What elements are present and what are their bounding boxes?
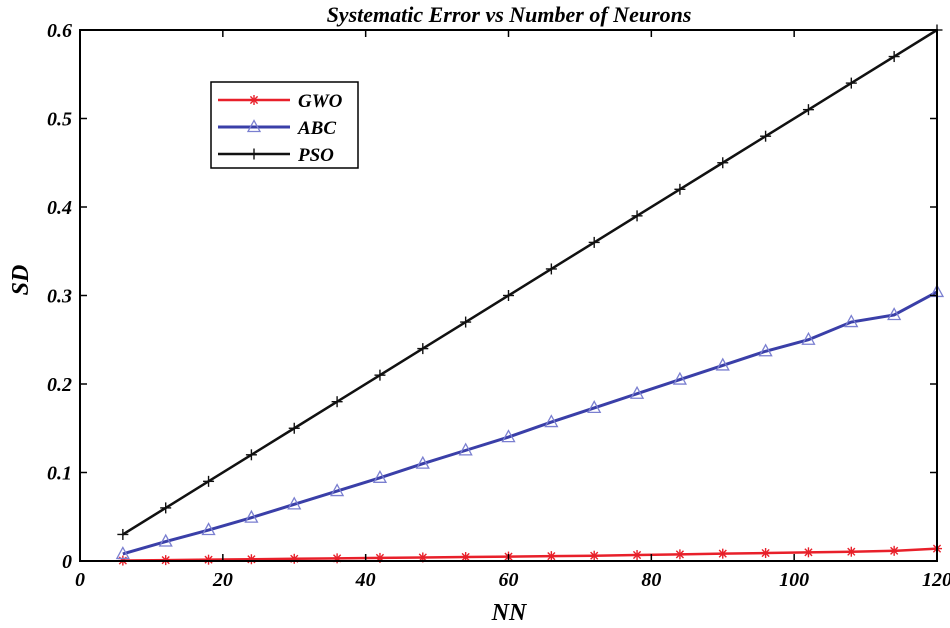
data-point-gwo — [589, 550, 600, 561]
data-point-abc — [330, 483, 345, 497]
y-tick-label: 0.5 — [47, 109, 72, 131]
x-tick-label: 100 — [779, 569, 809, 591]
data-point-pso — [631, 210, 643, 222]
data-point-gwo — [889, 545, 900, 556]
data-point-abc — [629, 385, 645, 399]
y-axis-title: SD — [8, 265, 34, 296]
data-point-pso — [760, 130, 772, 142]
y-tick-label: 0.4 — [47, 197, 72, 219]
data-point-pso — [374, 369, 386, 381]
y-tick-label: 0.2 — [47, 374, 72, 396]
data-point-gwo — [203, 554, 214, 565]
series-line-gwo — [122, 547, 938, 562]
data-point-pso — [203, 475, 215, 487]
x-axis-title: NN — [491, 600, 528, 626]
chart-title: Systematic Error vs Number of Neurons — [327, 2, 692, 27]
legend-marker-gwo — [249, 95, 259, 105]
x-tick-label: 120 — [922, 569, 950, 591]
data-point-pso — [460, 316, 472, 328]
data-point-gwo — [246, 554, 257, 565]
data-point-pso — [117, 528, 129, 540]
data-point-abc — [801, 331, 816, 345]
series-gwo — [117, 543, 942, 566]
data-point-gwo — [632, 549, 643, 560]
data-point-gwo — [289, 553, 300, 564]
data-point-abc — [587, 400, 602, 414]
series-abc — [115, 284, 945, 560]
x-tick-label: 20 — [212, 569, 233, 591]
x-tick-label: 40 — [355, 569, 376, 591]
legend-label-abc: ABC — [297, 118, 336, 139]
data-point-gwo — [717, 548, 728, 559]
data-point-pso — [888, 51, 900, 63]
data-point-abc — [715, 357, 730, 371]
x-tick-label: 0 — [75, 569, 85, 591]
series-line-pso — [122, 28, 938, 536]
data-point-abc — [415, 455, 430, 469]
legend: GWO ABC PSO — [210, 81, 359, 169]
data-point-abc — [501, 429, 516, 443]
data-point-abc — [887, 307, 902, 321]
data-point-gwo — [803, 547, 814, 558]
data-point-abc — [458, 442, 473, 456]
data-point-abc — [244, 509, 259, 523]
y-tick-label: 0.6 — [47, 20, 72, 42]
data-point-gwo — [460, 552, 471, 563]
legend-label-pso: PSO — [297, 145, 334, 166]
data-point-pso — [674, 183, 686, 195]
data-point-abc — [201, 522, 216, 536]
data-point-pso — [802, 104, 814, 116]
y-tick-label: 0 — [62, 551, 72, 573]
legend-label-gwo: GWO — [298, 91, 343, 112]
y-tick-label: 0.1 — [47, 463, 72, 485]
series-line-abc — [122, 290, 938, 556]
x-tick-label: 80 — [641, 569, 661, 591]
data-point-pso — [545, 263, 557, 275]
legend-marker-pso — [248, 148, 260, 160]
data-point-gwo — [417, 552, 428, 563]
data-point-abc — [672, 371, 687, 385]
data-point-pso — [503, 290, 514, 301]
data-point-pso — [717, 157, 729, 169]
data-point-gwo — [760, 548, 771, 559]
data-point-abc — [158, 533, 173, 547]
data-point-pso — [331, 396, 343, 408]
data-point-abc — [758, 343, 773, 357]
legend-marker-abc — [246, 119, 262, 133]
data-point-abc — [287, 496, 302, 510]
data-point-pso — [845, 77, 857, 89]
data-point-gwo — [674, 549, 685, 560]
y-tick-label: 0.3 — [47, 286, 72, 308]
data-point-pso — [417, 343, 429, 355]
data-point-abc — [544, 414, 559, 428]
data-point-pso — [588, 236, 600, 248]
data-point-abc — [115, 546, 130, 560]
data-point-pso — [288, 422, 300, 434]
data-point-abc — [844, 314, 859, 328]
data-point-gwo — [846, 546, 857, 557]
x-tick-label: 60 — [499, 569, 519, 591]
data-point-gwo — [546, 551, 557, 562]
data-point-pso — [245, 449, 257, 461]
data-point-pso — [160, 502, 172, 514]
data-point-abc — [372, 469, 388, 483]
